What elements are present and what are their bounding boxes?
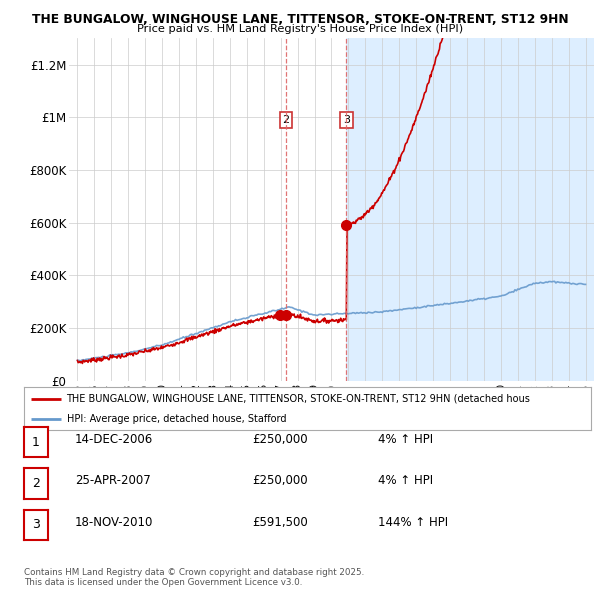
Text: THE BUNGALOW, WINGHOUSE LANE, TITTENSOR, STOKE-ON-TRENT, ST12 9HN: THE BUNGALOW, WINGHOUSE LANE, TITTENSOR,…	[32, 13, 568, 26]
Text: 18-NOV-2010: 18-NOV-2010	[75, 516, 154, 529]
Text: 3: 3	[32, 518, 40, 532]
Text: £591,500: £591,500	[252, 516, 308, 529]
Text: HPI: Average price, detached house, Stafford: HPI: Average price, detached house, Staf…	[67, 414, 286, 424]
Bar	[346, 38, 594, 381]
Text: Contains HM Land Registry data © Crown copyright and database right 2025.
This d: Contains HM Land Registry data © Crown c…	[24, 568, 364, 587]
Text: Price paid vs. HM Land Registry's House Price Index (HPI): Price paid vs. HM Land Registry's House …	[137, 24, 463, 34]
Text: THE BUNGALOW, WINGHOUSE LANE, TITTENSOR, STOKE-ON-TRENT, ST12 9HN (detached hous: THE BUNGALOW, WINGHOUSE LANE, TITTENSOR,…	[67, 394, 530, 404]
Text: £250,000: £250,000	[252, 474, 308, 487]
Text: £250,000: £250,000	[252, 433, 308, 446]
Text: 4% ↑ HPI: 4% ↑ HPI	[378, 474, 433, 487]
Text: 2: 2	[283, 115, 290, 125]
Text: 3: 3	[343, 115, 350, 125]
Text: 14-DEC-2006: 14-DEC-2006	[75, 433, 153, 446]
Text: 25-APR-2007: 25-APR-2007	[75, 474, 151, 487]
Text: 4% ↑ HPI: 4% ↑ HPI	[378, 433, 433, 446]
Text: 1: 1	[32, 435, 40, 449]
Text: 144% ↑ HPI: 144% ↑ HPI	[378, 516, 448, 529]
Text: 2: 2	[32, 477, 40, 490]
